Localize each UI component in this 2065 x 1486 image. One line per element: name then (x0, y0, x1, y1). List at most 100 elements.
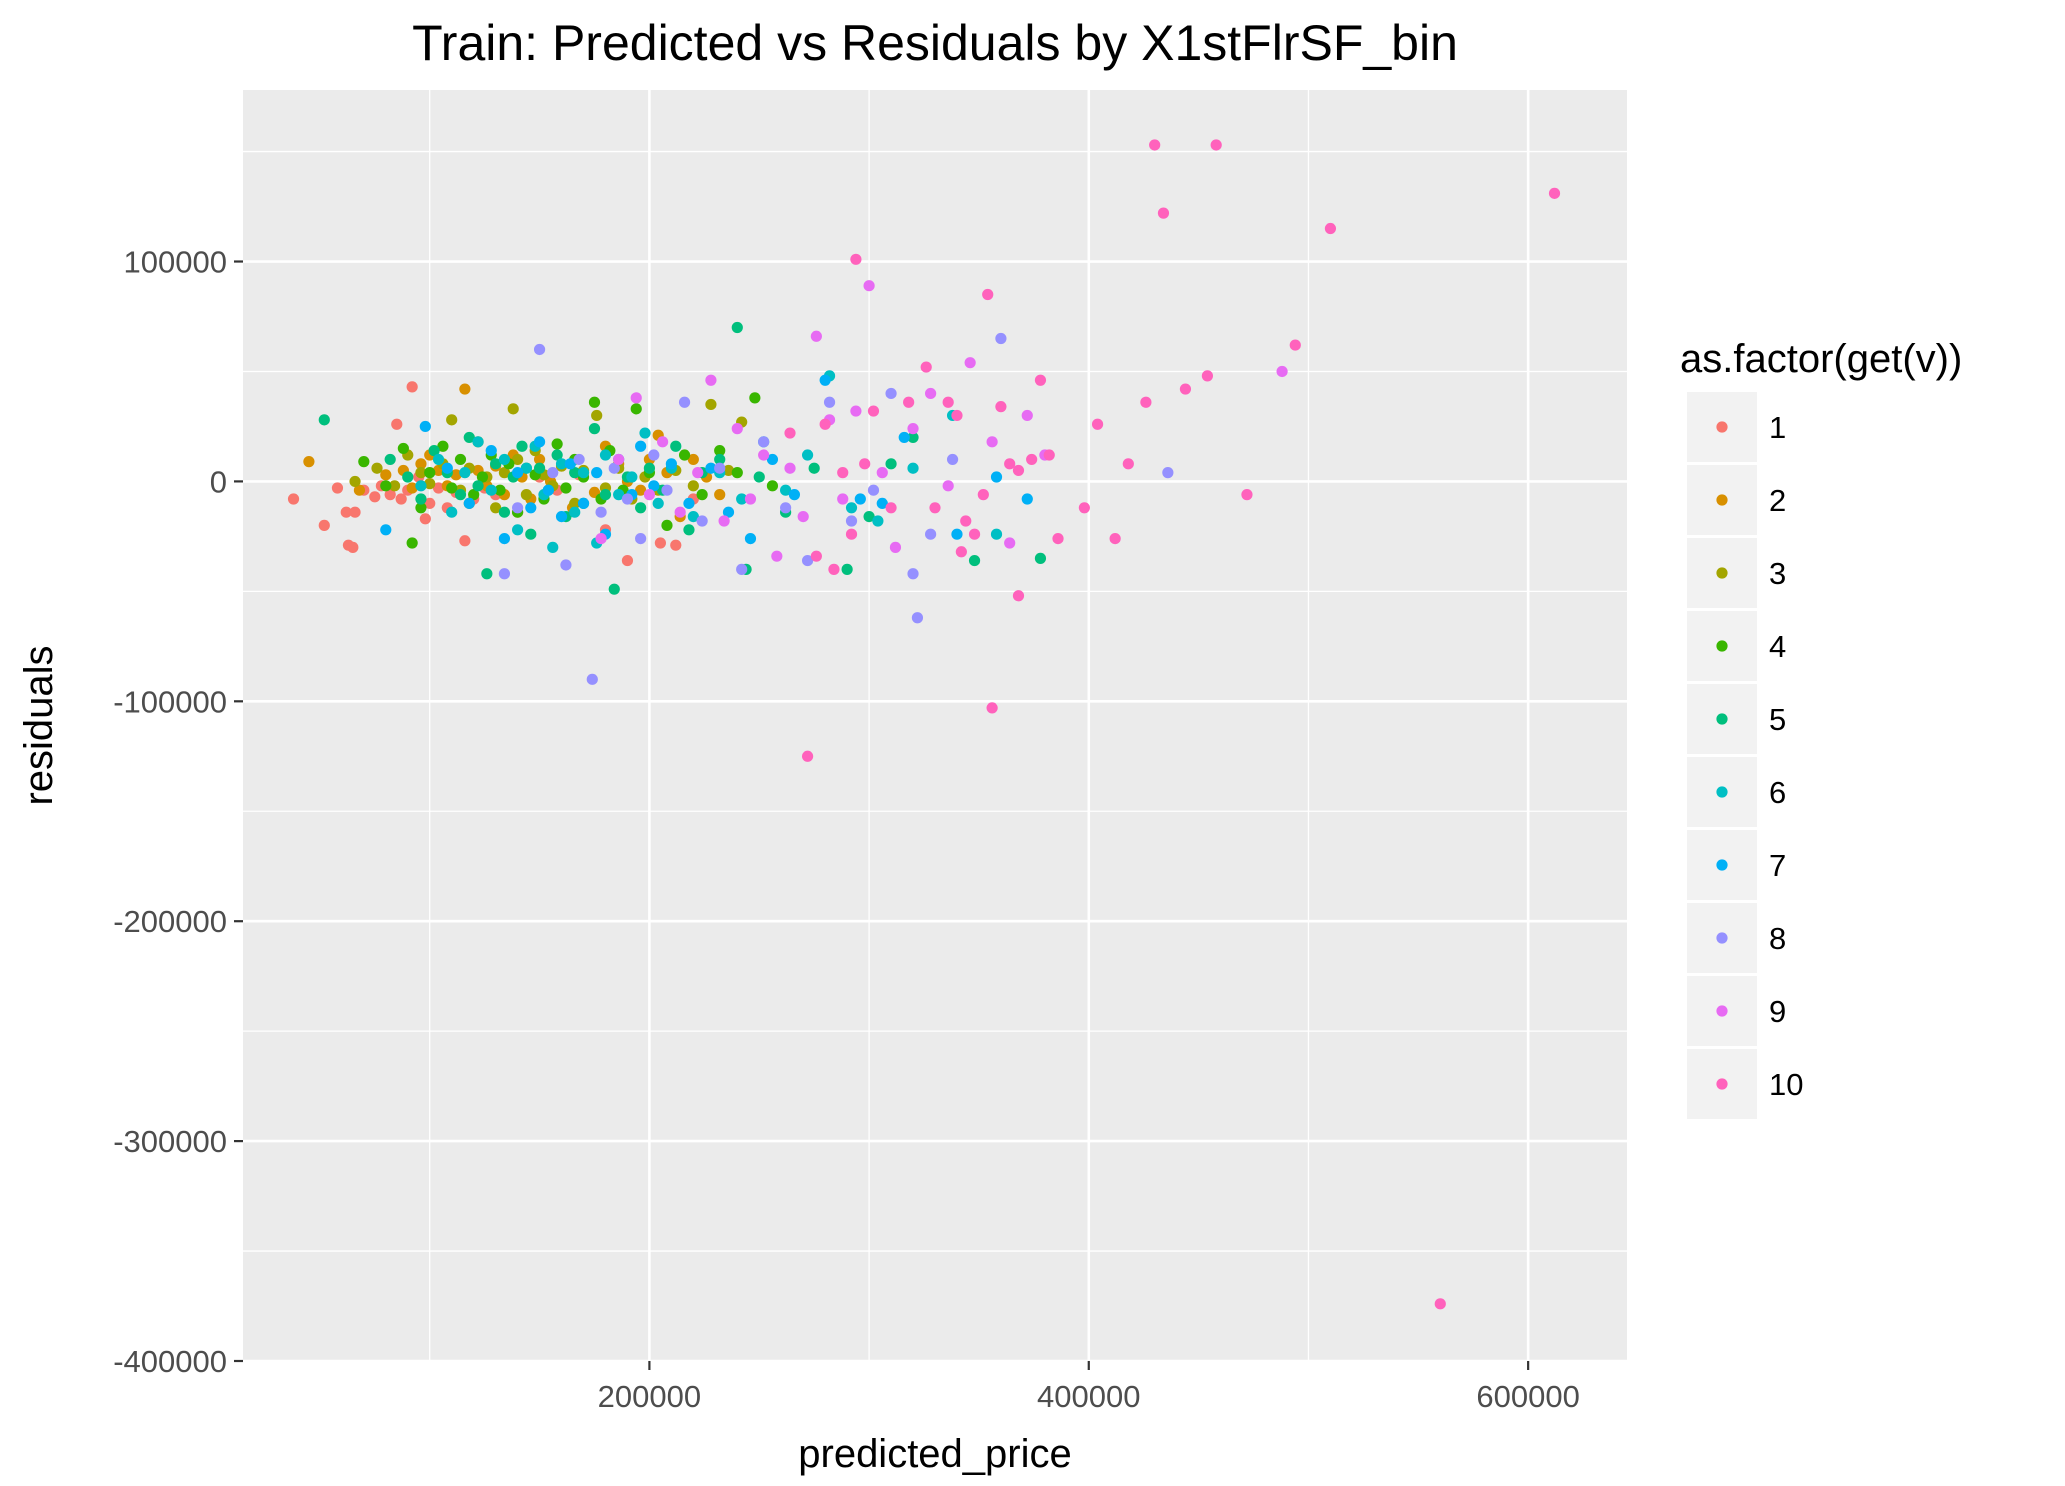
legend-key-point (1716, 859, 1728, 871)
legend-label: 8 (1769, 921, 1786, 956)
data-point-series-10 (867, 405, 880, 417)
data-point-series-5 (599, 489, 612, 501)
data-point-series-7 (542, 484, 554, 496)
data-point-series-8 (678, 396, 691, 408)
data-point-series-6 (512, 524, 524, 536)
data-point-series-7 (665, 458, 677, 470)
grid-major (243, 90, 1627, 1363)
data-point-series-7 (380, 524, 392, 536)
data-point-series-3 (424, 478, 436, 490)
data-point-series-4 (630, 403, 642, 415)
data-point-series-5 (670, 440, 682, 452)
data-point-series-7 (419, 420, 431, 433)
data-point-series-7 (951, 528, 963, 540)
data-point-series-1 (369, 491, 381, 503)
data-point-series-6 (472, 436, 484, 448)
data-point-series-3 (687, 480, 699, 492)
x-axis: 200000 400000 600000 (598, 1361, 1580, 1414)
legend-label: 5 (1769, 702, 1786, 737)
plot-panel (243, 90, 1627, 1361)
data-point-series-10 (1210, 139, 1222, 151)
data-point-series-5 (885, 458, 897, 470)
data-point-series-5 (569, 467, 581, 479)
data-point-series-6 (780, 484, 792, 496)
data-point-series-3 (388, 480, 401, 492)
data-point-series-7 (498, 532, 511, 545)
legend-key-point (1716, 494, 1728, 506)
data-point-series-5 (683, 524, 695, 536)
data-point-series-8 (560, 559, 572, 571)
legend-label: 2 (1769, 483, 1786, 518)
data-point-series-5 (498, 506, 511, 518)
legend-label: 3 (1769, 556, 1786, 591)
data-point-series-7 (525, 502, 537, 514)
data-point-series-8 (714, 462, 726, 474)
data-point-series-9 (942, 480, 954, 492)
data-point-series-5 (525, 528, 537, 540)
legend-key-point (1716, 1078, 1728, 1090)
data-point-series-10 (955, 546, 967, 558)
data-point-series-2 (687, 453, 699, 466)
data-point-series-1 (424, 497, 436, 510)
data-point-series-3 (446, 414, 458, 426)
data-point-series-9 (771, 550, 783, 562)
data-point-series-6 (446, 506, 458, 518)
data-point-series-9 (643, 489, 656, 501)
data-point-series-8 (635, 532, 647, 545)
legend: as.factor(get(v)) 1 2 3 4 5 6 7 8 9 10 (1680, 337, 1962, 1119)
data-point-series-10 (837, 467, 849, 479)
data-point-series-6 (415, 480, 427, 492)
data-point-series-10 (1004, 458, 1016, 470)
data-point-series-8 (498, 568, 511, 580)
data-point-series-6 (577, 467, 590, 479)
data-point-series-3 (520, 489, 532, 501)
data-point-series-7 (635, 440, 647, 452)
data-point-series-5 (907, 431, 919, 444)
data-point-series-7 (683, 497, 695, 510)
data-point-series-6 (485, 484, 497, 496)
data-point-series-10 (1157, 207, 1170, 219)
data-point-series-4 (397, 442, 409, 455)
data-point-series-10 (903, 396, 915, 408)
data-point-series-5 (714, 453, 726, 466)
data-point-series-6 (569, 506, 581, 518)
data-point-series-2 (714, 489, 726, 501)
grid-minor (243, 90, 1627, 1361)
data-point-series-8 (885, 387, 897, 400)
data-point-series-1 (621, 554, 634, 567)
data-point-series-4 (415, 502, 427, 514)
data-point-series-4 (766, 480, 779, 492)
x-axis-label: predicted_price (798, 1432, 1072, 1476)
data-point-series-10 (1012, 464, 1025, 477)
data-point-series-5 (643, 462, 656, 474)
data-point-series-10 (1324, 222, 1337, 235)
data-point-series-9 (656, 436, 669, 448)
data-point-series-9 (744, 493, 757, 505)
data-point-series-4 (380, 480, 392, 492)
data-point-series-8 (946, 453, 959, 466)
legend-title: as.factor(get(v)) (1680, 337, 1962, 381)
data-point-series-7 (564, 458, 576, 470)
data-point-series-5 (318, 414, 330, 426)
data-point-series-9 (837, 493, 849, 505)
data-point-series-8 (648, 449, 660, 461)
data-point-series-9 (863, 280, 875, 292)
data-point-series-4 (551, 438, 563, 450)
data-point-series-3 (512, 453, 524, 466)
data-point-series-3 (349, 475, 361, 488)
data-point-series-4 (358, 456, 370, 468)
data-point-series-5 (863, 510, 875, 523)
data-point-series-10 (929, 502, 941, 514)
data-point-series-6 (639, 427, 651, 439)
data-point-series-4 (437, 440, 449, 452)
data-point-series-10 (1140, 396, 1152, 408)
data-point-series-10 (828, 563, 840, 575)
data-point-series-5 (968, 554, 981, 567)
data-point-series-9 (810, 330, 822, 342)
data-point-series-4 (424, 467, 436, 479)
data-point-series-4 (714, 445, 726, 457)
data-point-series-9 (718, 515, 730, 527)
data-point-series-9 (964, 357, 976, 369)
data-point-series-7 (577, 497, 590, 510)
data-point-series-7 (485, 445, 497, 457)
